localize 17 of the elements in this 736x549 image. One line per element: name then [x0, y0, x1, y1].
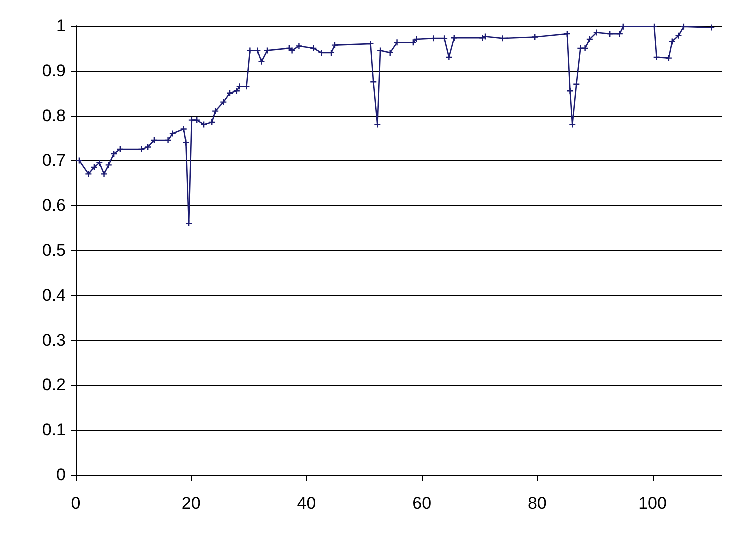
y-tick-label: 0.1 [42, 420, 66, 440]
x-tick-label: 40 [297, 494, 316, 513]
y-tick-label: 0 [56, 466, 66, 484]
y-tick-label: 0.3 [42, 330, 66, 350]
y-tick-label: 0.5 [42, 241, 66, 260]
y-tick-label: 0.7 [42, 151, 66, 170]
x-tick-label: 60 [412, 494, 432, 513]
x-tick-label: 80 [528, 494, 547, 513]
x-tick-label: 20 [182, 494, 201, 513]
y-tick-label: 0.2 [42, 376, 66, 395]
y-tick-label: 1 [56, 16, 66, 36]
y-tick-label: 0.9 [42, 61, 66, 80]
y-tick-label: 0.4 [42, 286, 66, 305]
x-tick-label: 100 [638, 494, 667, 513]
y-tick-label: 0.8 [42, 106, 66, 126]
x-tick-label: 0 [71, 494, 81, 513]
y-tick-label: 0.6 [42, 196, 66, 216]
